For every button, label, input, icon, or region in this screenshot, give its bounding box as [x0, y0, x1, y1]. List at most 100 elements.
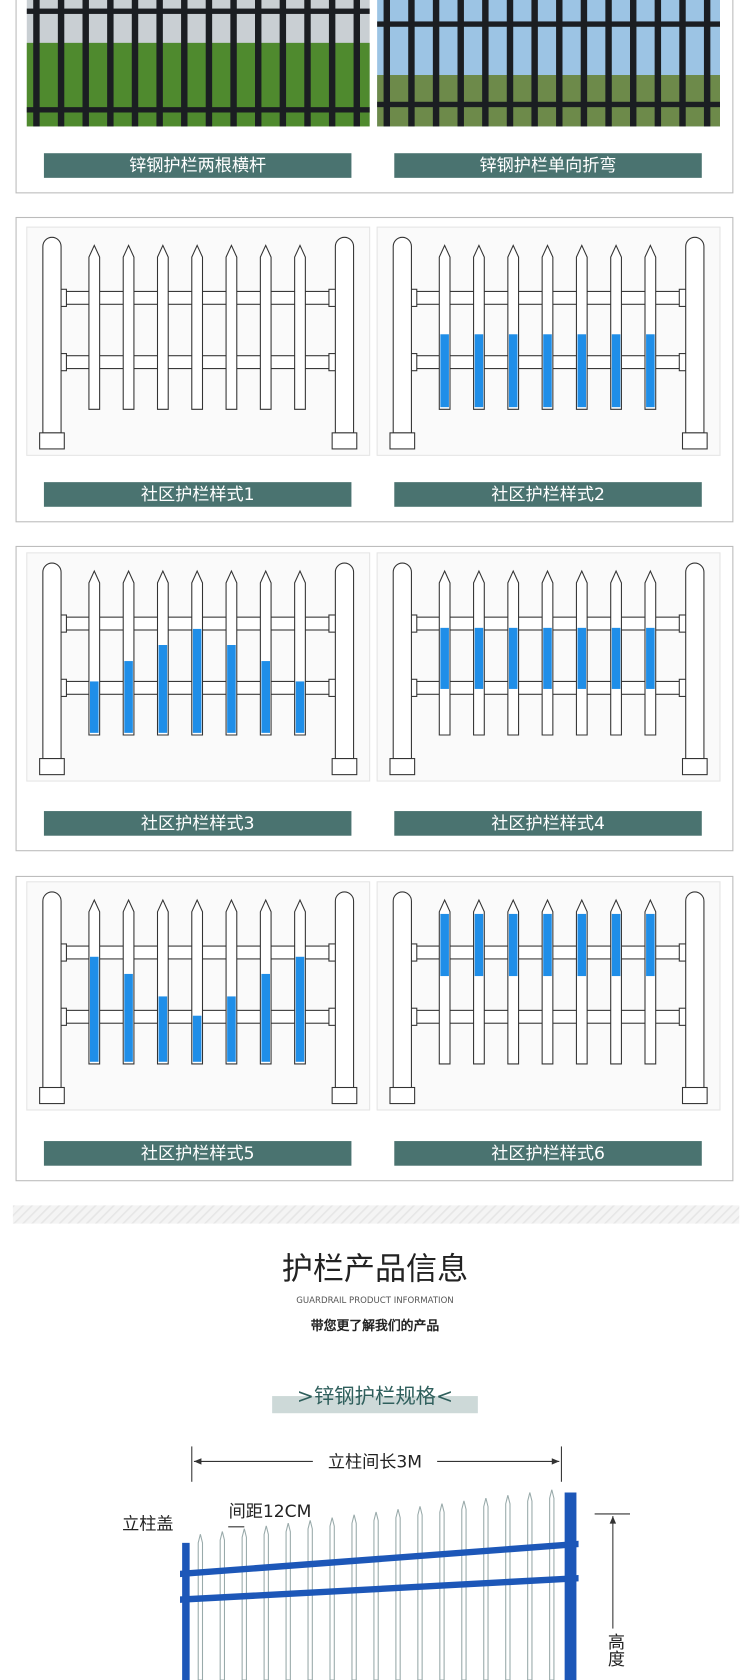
photo-bar	[304, 0, 311, 127]
post	[334, 236, 355, 434]
post	[564, 1492, 577, 1680]
picket	[461, 1500, 467, 1680]
photo-bar	[630, 0, 637, 127]
caption: 锌钢护栏两根横杆	[129, 156, 266, 176]
photo-bar	[556, 0, 563, 127]
photo-ground	[377, 75, 720, 127]
picket-color	[474, 627, 484, 689]
post-base	[331, 758, 358, 776]
post	[182, 1542, 190, 1680]
post	[334, 562, 355, 760]
picket	[505, 1495, 511, 1680]
picket	[88, 244, 101, 410]
post	[392, 236, 412, 434]
panel	[15, 216, 734, 523]
photo-bar	[432, 0, 440, 127]
photo-bar	[580, 0, 588, 127]
picket	[351, 1514, 357, 1680]
picket	[527, 1492, 533, 1680]
picket	[329, 1517, 335, 1680]
picket-color	[261, 661, 270, 733]
picket-color	[192, 1015, 202, 1062]
post-base	[331, 432, 358, 450]
post	[392, 562, 412, 760]
picket-color	[577, 913, 587, 977]
post	[685, 891, 705, 1089]
picket-color	[295, 956, 305, 1062]
photo-rail	[26, 8, 370, 14]
photo-bar	[482, 0, 489, 127]
caption-bar	[394, 153, 702, 178]
caption: 社区护栏样式3	[141, 814, 255, 834]
photo-bar	[353, 0, 360, 127]
picket-color	[227, 645, 236, 733]
photo-rail	[377, 101, 720, 108]
photo-bar	[506, 0, 514, 127]
photo-bar	[181, 0, 188, 127]
photo-bar	[57, 0, 65, 127]
picket-color	[440, 627, 449, 689]
label: 立柱间长3M	[328, 1453, 422, 1473]
rail	[180, 1540, 579, 1578]
post-base	[331, 1086, 358, 1105]
divider	[12, 1205, 740, 1224]
photo-bar	[205, 0, 213, 127]
picket	[373, 1511, 379, 1680]
picket	[122, 244, 135, 410]
caption-bar	[43, 482, 352, 507]
picket-color	[158, 645, 168, 733]
post-base	[389, 758, 416, 776]
picket	[156, 244, 169, 410]
picket-color	[90, 956, 99, 1062]
picket-color	[611, 334, 621, 408]
photo-bar	[33, 0, 40, 127]
picket	[191, 244, 204, 410]
picket	[439, 1503, 445, 1680]
caption-bar	[394, 482, 702, 507]
info-tagline: 带您更了解我们的产品	[311, 1318, 440, 1334]
spec-title: >锌钢护栏规格<	[297, 1384, 453, 1408]
info-title: 护栏产品信息	[282, 1252, 468, 1288]
post-base	[389, 432, 416, 450]
photo-rail	[377, 21, 720, 27]
caption: 社区护栏样式5	[141, 1144, 255, 1164]
picket	[241, 1528, 247, 1680]
picket	[417, 1506, 423, 1680]
caption: 社区护栏样式4	[491, 814, 605, 834]
post-base	[681, 432, 708, 450]
picket-color	[508, 627, 518, 689]
photo-bar	[107, 0, 114, 127]
caption-bar	[394, 811, 702, 836]
post-base	[39, 432, 65, 450]
picket	[197, 1534, 204, 1680]
caption: 社区护栏样式2	[491, 485, 605, 505]
photo-bar	[328, 0, 336, 127]
picket-color	[158, 996, 168, 1062]
caption-bar	[43, 153, 352, 178]
picket-color	[124, 973, 133, 1062]
picket-color	[508, 334, 518, 408]
photo-bar	[279, 0, 287, 127]
picket-color	[577, 627, 587, 689]
picket-color	[543, 627, 552, 689]
photo-ground	[26, 42, 370, 127]
photo-bar	[131, 0, 139, 127]
photo-bar	[654, 0, 662, 127]
picket	[259, 244, 272, 410]
post-base	[39, 758, 65, 776]
panel	[15, 0, 734, 194]
post	[42, 891, 62, 1089]
caption-bar	[43, 1141, 352, 1166]
picket-color	[611, 627, 621, 689]
picket-color	[543, 913, 552, 977]
picket	[294, 244, 306, 410]
picket	[263, 1525, 269, 1680]
post	[685, 562, 705, 760]
picket-color	[646, 627, 655, 689]
photo-bar	[408, 0, 415, 127]
photo-bar	[703, 0, 711, 127]
post	[685, 236, 705, 434]
post-base	[39, 1086, 65, 1105]
label: 间距12CM	[229, 1502, 312, 1522]
